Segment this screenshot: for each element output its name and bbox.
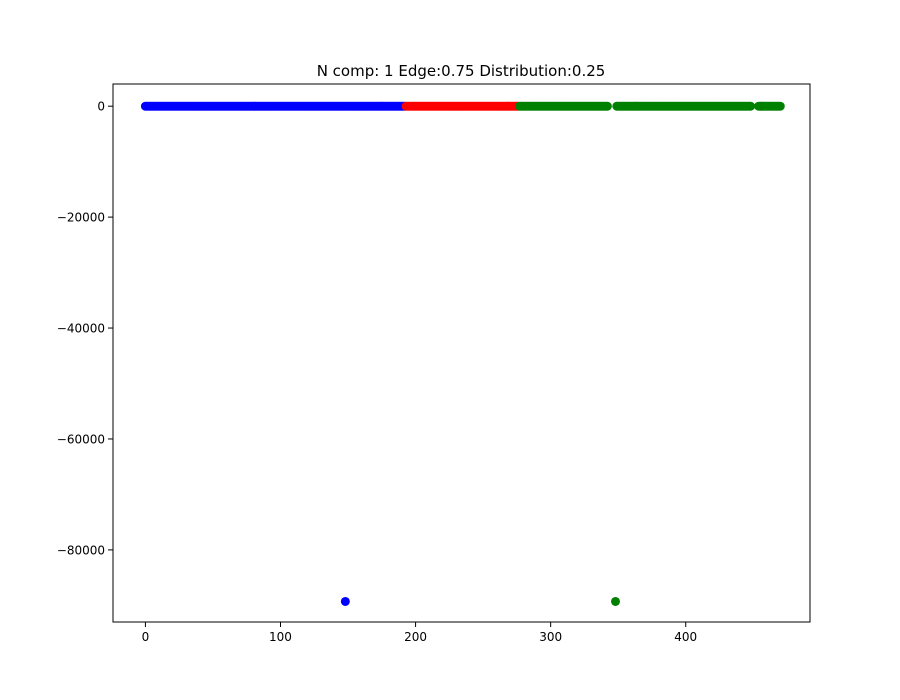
y-axis: 0 −20000 −40000 −60000 −80000	[57, 100, 113, 557]
outlier-point	[340, 596, 350, 606]
y-tick-label: −40000	[57, 322, 105, 336]
x-tick-label: 300	[539, 630, 562, 644]
x-axis: 0 100 200 300 400	[142, 622, 697, 644]
data-point	[602, 101, 612, 111]
plot-area-frame	[112, 83, 811, 623]
x-tick-label: 400	[674, 630, 697, 644]
x-tick-label: 100	[269, 630, 292, 644]
x-tick-label: 0	[142, 630, 150, 644]
y-tick-label: −60000	[57, 432, 105, 446]
data-point	[746, 101, 756, 111]
data-points	[140, 101, 785, 606]
data-point	[775, 101, 785, 111]
x-tick-label: 200	[404, 630, 427, 644]
y-tick-label: −80000	[57, 543, 105, 557]
y-tick-label: −20000	[57, 211, 105, 225]
y-tick-label: 0	[97, 100, 105, 114]
outlier-point	[610, 596, 620, 606]
chart-title: N comp: 1 Edge:0.75 Distribution:0.25	[317, 62, 606, 80]
